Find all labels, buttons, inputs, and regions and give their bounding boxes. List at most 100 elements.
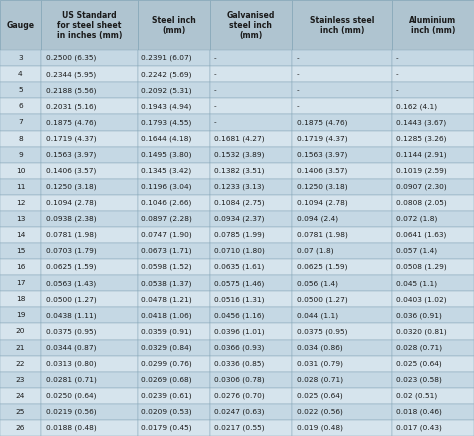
Bar: [392, 371, 474, 388]
Text: 23: 23: [16, 377, 25, 383]
Text: 0.0747 (1.90): 0.0747 (1.90): [142, 232, 192, 238]
Bar: [138, 404, 210, 420]
Text: 0.0478 (1.21): 0.0478 (1.21): [142, 296, 192, 303]
Bar: [210, 227, 292, 243]
Bar: [292, 388, 392, 404]
Bar: [0, 259, 41, 275]
Text: 0.1084 (2.75): 0.1084 (2.75): [214, 200, 264, 206]
Text: 0.0673 (1.71): 0.0673 (1.71): [142, 248, 192, 254]
Bar: [0, 275, 41, 291]
Bar: [138, 50, 210, 66]
Text: 0.0635 (1.61): 0.0635 (1.61): [214, 264, 264, 270]
Text: 0.1681 (4.27): 0.1681 (4.27): [214, 135, 264, 142]
Bar: [392, 404, 474, 420]
Text: 12: 12: [16, 200, 25, 206]
Bar: [292, 99, 392, 114]
Bar: [41, 66, 138, 82]
Bar: [292, 371, 392, 388]
Text: 10: 10: [16, 168, 25, 174]
Bar: [41, 324, 138, 340]
Bar: [292, 324, 392, 340]
Bar: [292, 307, 392, 324]
Bar: [210, 388, 292, 404]
Bar: [210, 99, 292, 114]
Text: 0.2188 (5.56): 0.2188 (5.56): [46, 87, 96, 94]
Bar: [138, 99, 210, 114]
Text: 0.0239 (0.61): 0.0239 (0.61): [142, 392, 192, 399]
Text: 0.1406 (3.57): 0.1406 (3.57): [46, 167, 96, 174]
Text: 0.0897 (2.28): 0.0897 (2.28): [142, 216, 192, 222]
Bar: [41, 371, 138, 388]
Text: 0.1875 (4.76): 0.1875 (4.76): [297, 119, 347, 126]
Text: 0.0179 (0.45): 0.0179 (0.45): [142, 425, 192, 431]
Text: 0.1532 (3.89): 0.1532 (3.89): [214, 151, 264, 158]
Text: 26: 26: [16, 425, 25, 431]
Text: 0.0281 (0.71): 0.0281 (0.71): [46, 376, 97, 383]
Bar: [210, 211, 292, 227]
Bar: [392, 99, 474, 114]
Bar: [0, 324, 41, 340]
Text: 0.0438 (1.11): 0.0438 (1.11): [46, 312, 96, 319]
Bar: [210, 243, 292, 259]
Text: 0.0209 (0.53): 0.0209 (0.53): [142, 409, 192, 415]
Bar: [138, 243, 210, 259]
Text: 0.0710 (1.80): 0.0710 (1.80): [214, 248, 264, 254]
Text: 11: 11: [16, 184, 25, 190]
Bar: [292, 179, 392, 195]
Text: 0.0500 (1.27): 0.0500 (1.27): [46, 296, 97, 303]
Bar: [392, 275, 474, 291]
Bar: [0, 307, 41, 324]
Bar: [41, 275, 138, 291]
Text: 0.028 (0.71): 0.028 (0.71): [297, 376, 343, 383]
Text: 0.0625 (1.59): 0.0625 (1.59): [297, 264, 347, 270]
Bar: [138, 340, 210, 356]
Text: 0.031 (0.79): 0.031 (0.79): [297, 361, 343, 367]
Text: 0.1563 (3.97): 0.1563 (3.97): [46, 151, 96, 158]
Bar: [392, 291, 474, 307]
Text: 0.0500 (1.27): 0.0500 (1.27): [297, 296, 348, 303]
Bar: [292, 356, 392, 371]
Text: 0.0785 (1.99): 0.0785 (1.99): [214, 232, 264, 238]
Text: 0.0375 (0.95): 0.0375 (0.95): [297, 328, 347, 335]
Bar: [0, 388, 41, 404]
Text: 0.1144 (2.91): 0.1144 (2.91): [396, 151, 447, 158]
Text: 0.1443 (3.67): 0.1443 (3.67): [396, 119, 446, 126]
Bar: [0, 371, 41, 388]
Text: 0.0456 (1.16): 0.0456 (1.16): [214, 312, 264, 319]
Text: 4: 4: [18, 71, 23, 77]
Text: 0.028 (0.71): 0.028 (0.71): [396, 344, 442, 351]
Bar: [392, 388, 474, 404]
Bar: [292, 66, 392, 82]
Text: 25: 25: [16, 409, 25, 415]
Bar: [41, 227, 138, 243]
Text: 0.1233 (3.13): 0.1233 (3.13): [214, 184, 264, 190]
Bar: [392, 307, 474, 324]
Text: 0.0418 (1.06): 0.0418 (1.06): [142, 312, 192, 319]
Bar: [210, 259, 292, 275]
Bar: [210, 195, 292, 211]
Text: 0.0934 (2.37): 0.0934 (2.37): [214, 216, 264, 222]
Text: 0.0217 (0.55): 0.0217 (0.55): [214, 425, 264, 431]
Text: -: -: [297, 71, 300, 77]
Bar: [41, 82, 138, 99]
Bar: [41, 307, 138, 324]
Bar: [0, 163, 41, 179]
Bar: [210, 324, 292, 340]
Text: US Standard
for steel sheet
in inches (mm): US Standard for steel sheet in inches (m…: [57, 10, 122, 40]
Bar: [0, 130, 41, 146]
Bar: [138, 227, 210, 243]
Bar: [138, 179, 210, 195]
Bar: [210, 114, 292, 130]
Text: 0.2391 (6.07): 0.2391 (6.07): [142, 55, 192, 61]
Text: Galvanised
steel inch
(mm): Galvanised steel inch (mm): [227, 10, 275, 40]
Bar: [292, 340, 392, 356]
Bar: [210, 146, 292, 163]
Bar: [138, 82, 210, 99]
Bar: [41, 291, 138, 307]
Bar: [210, 420, 292, 436]
Bar: [392, 0, 474, 50]
Text: 0.1250 (3.18): 0.1250 (3.18): [297, 184, 347, 190]
Bar: [292, 130, 392, 146]
Bar: [0, 227, 41, 243]
Text: -: -: [214, 119, 217, 126]
